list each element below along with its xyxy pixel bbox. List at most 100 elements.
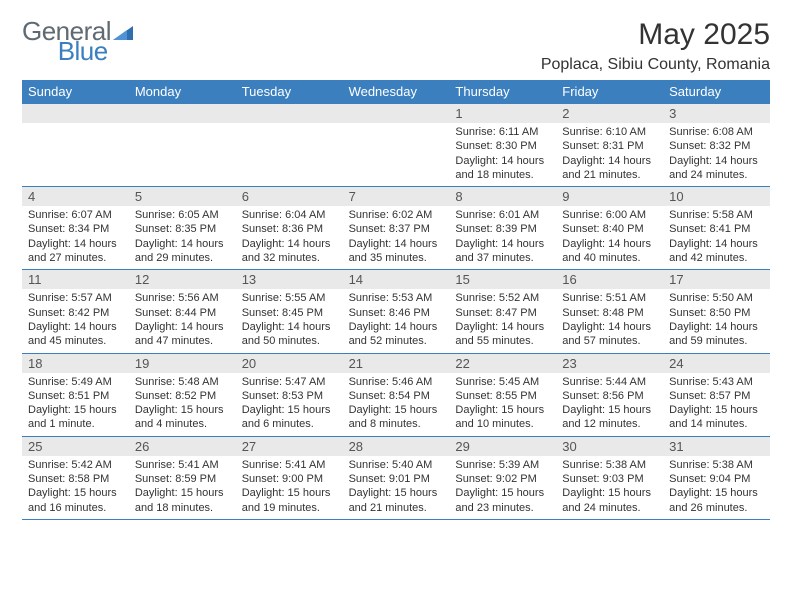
daylight-line: Daylight: 15 hours and 12 minutes. [562, 403, 657, 432]
day-number: 18 [22, 354, 129, 373]
day-number: 12 [129, 270, 236, 289]
day-number: 28 [343, 437, 450, 456]
day-number: 10 [663, 187, 770, 206]
day-cell: 26Sunrise: 5:41 AMSunset: 8:59 PMDayligh… [129, 437, 236, 519]
day-body: Sunrise: 5:46 AMSunset: 8:54 PMDaylight:… [343, 375, 450, 436]
sunset-line: Sunset: 8:36 PM [242, 222, 337, 236]
day-header-cell: Thursday [449, 80, 556, 103]
daylight-line: Daylight: 15 hours and 26 minutes. [669, 486, 764, 515]
daylight-line: Daylight: 14 hours and 47 minutes. [135, 320, 230, 349]
sunset-line: Sunset: 8:30 PM [455, 139, 550, 153]
day-number [22, 104, 129, 123]
day-number: 21 [343, 354, 450, 373]
day-body: Sunrise: 5:53 AMSunset: 8:46 PMDaylight:… [343, 291, 450, 352]
day-number [236, 104, 343, 123]
day-body: Sunrise: 5:47 AMSunset: 8:53 PMDaylight:… [236, 375, 343, 436]
logo-triangle-icon [113, 18, 133, 44]
day-cell: 1 Sunrise: 6:11 AMSunset: 8:30 PMDaylight… [449, 104, 556, 186]
sunrise-line: Sunrise: 6:00 AM [562, 208, 657, 222]
sunrise-line: Sunrise: 5:50 AM [669, 291, 764, 305]
sunrise-line: Sunrise: 5:43 AM [669, 375, 764, 389]
week-row: 18 Sunrise: 5:49 AMSunset: 8:51 PMDayligh… [22, 353, 770, 436]
day-body: Sunrise: 5:38 AMSunset: 9:03 PMDaylight:… [556, 458, 663, 519]
sunset-line: Sunset: 9:00 PM [242, 472, 337, 486]
day-cell: 14Sunrise: 5:53 AMSunset: 8:46 PMDayligh… [343, 270, 450, 352]
day-number: 1 [449, 104, 556, 123]
day-cell: 18 Sunrise: 5:49 AMSunset: 8:51 PMDayligh… [22, 354, 129, 436]
day-cell: 29Sunrise: 5:39 AMSunset: 9:02 PMDayligh… [449, 437, 556, 519]
sunset-line: Sunset: 8:56 PM [562, 389, 657, 403]
sunset-line: Sunset: 8:58 PM [28, 472, 123, 486]
daylight-line: Daylight: 15 hours and 10 minutes. [455, 403, 550, 432]
daylight-line: Daylight: 15 hours and 14 minutes. [669, 403, 764, 432]
brand-logo: General GeBlue [22, 18, 133, 64]
sunrise-line: Sunrise: 5:55 AM [242, 291, 337, 305]
day-number [129, 104, 236, 123]
day-header-cell: Friday [556, 80, 663, 103]
day-body: Sunrise: 6:10 AMSunset: 8:31 PMDaylight:… [556, 125, 663, 186]
day-number: 16 [556, 270, 663, 289]
daylight-line: Daylight: 15 hours and 8 minutes. [349, 403, 444, 432]
day-cell: 13 Sunrise: 5:55 AMSunset: 8:45 PMDayligh… [236, 270, 343, 352]
sunset-line: Sunset: 8:54 PM [349, 389, 444, 403]
day-number: 2 [556, 104, 663, 123]
sunrise-line: Sunrise: 6:08 AM [669, 125, 764, 139]
sunset-line: Sunset: 8:34 PM [28, 222, 123, 236]
sunrise-line: Sunrise: 5:41 AM [135, 458, 230, 472]
day-cell: 8Sunrise: 6:01 AMSunset: 8:39 PMDaylight… [449, 187, 556, 269]
day-cell: 17Sunrise: 5:50 AMSunset: 8:50 PMDayligh… [663, 270, 770, 352]
day-number: 31 [663, 437, 770, 456]
day-cell: 21 Sunrise: 5:46 AMSunset: 8:54 PMDayligh… [343, 354, 450, 436]
day-body: Sunrise: 5:40 AMSunset: 9:01 PMDaylight:… [343, 458, 450, 519]
day-number: 25 [22, 437, 129, 456]
page-header: General GeBlue May 2025 Poplaca, Sibiu C… [22, 18, 770, 74]
daylight-line: Daylight: 15 hours and 4 minutes. [135, 403, 230, 432]
day-header-cell: Monday [129, 80, 236, 103]
sunset-line: Sunset: 8:37 PM [349, 222, 444, 236]
day-header-cell: Tuesday [236, 80, 343, 103]
sunset-line: Sunset: 9:04 PM [669, 472, 764, 486]
day-body: Sunrise: 6:11 AMSunset: 8:30 PMDaylight:… [449, 125, 556, 186]
day-body: Sunrise: 6:04 AMSunset: 8:36 PMDaylight:… [236, 208, 343, 269]
daylight-line: Daylight: 14 hours and 42 minutes. [669, 237, 764, 266]
sunset-line: Sunset: 8:41 PM [669, 222, 764, 236]
day-header-cell: Sunday [22, 80, 129, 103]
sunrise-line: Sunrise: 5:57 AM [28, 291, 123, 305]
day-body: Sunrise: 5:41 AMSunset: 8:59 PMDaylight:… [129, 458, 236, 519]
sunrise-line: Sunrise: 5:38 AM [562, 458, 657, 472]
day-body: Sunrise: 5:57 AMSunset: 8:42 PMDaylight:… [22, 291, 129, 352]
sunset-line: Sunset: 8:48 PM [562, 306, 657, 320]
daylight-line: Daylight: 14 hours and 57 minutes. [562, 320, 657, 349]
daylight-line: Daylight: 14 hours and 21 minutes. [562, 154, 657, 183]
day-number: 7 [343, 187, 450, 206]
sunrise-line: Sunrise: 5:42 AM [28, 458, 123, 472]
daylight-line: Daylight: 15 hours and 1 minute. [28, 403, 123, 432]
day-number: 17 [663, 270, 770, 289]
day-number: 24 [663, 354, 770, 373]
daylight-line: Daylight: 14 hours and 24 minutes. [669, 154, 764, 183]
day-number: 15 [449, 270, 556, 289]
day-number: 20 [236, 354, 343, 373]
day-cell: 7Sunrise: 6:02 AMSunset: 8:37 PMDaylight… [343, 187, 450, 269]
day-body: Sunrise: 5:56 AMSunset: 8:44 PMDaylight:… [129, 291, 236, 352]
day-number: 27 [236, 437, 343, 456]
day-cell: 10Sunrise: 5:58 AMSunset: 8:41 PMDayligh… [663, 187, 770, 269]
sunrise-line: Sunrise: 5:48 AM [135, 375, 230, 389]
sunrise-line: Sunrise: 5:51 AM [562, 291, 657, 305]
day-body: Sunrise: 5:55 AMSunset: 8:45 PMDaylight:… [236, 291, 343, 352]
daylight-line: Daylight: 15 hours and 19 minutes. [242, 486, 337, 515]
daylight-line: Daylight: 14 hours and 37 minutes. [455, 237, 550, 266]
daylight-line: Daylight: 15 hours and 24 minutes. [562, 486, 657, 515]
day-body: Sunrise: 6:00 AMSunset: 8:40 PMDaylight:… [556, 208, 663, 269]
day-cell: 11Sunrise: 5:57 AMSunset: 8:42 PMDayligh… [22, 270, 129, 352]
day-cell: 15Sunrise: 5:52 AMSunset: 8:47 PMDayligh… [449, 270, 556, 352]
day-body: Sunrise: 5:49 AMSunset: 8:51 PMDaylight:… [22, 375, 129, 436]
daylight-line: Daylight: 15 hours and 21 minutes. [349, 486, 444, 515]
sunrise-line: Sunrise: 6:05 AM [135, 208, 230, 222]
sunrise-line: Sunrise: 5:47 AM [242, 375, 337, 389]
day-number: 13 [236, 270, 343, 289]
day-header-cell: Wednesday [343, 80, 450, 103]
day-number: 8 [449, 187, 556, 206]
day-cell: 2 Sunrise: 6:10 AMSunset: 8:31 PMDaylight… [556, 104, 663, 186]
daylight-line: Daylight: 14 hours and 29 minutes. [135, 237, 230, 266]
